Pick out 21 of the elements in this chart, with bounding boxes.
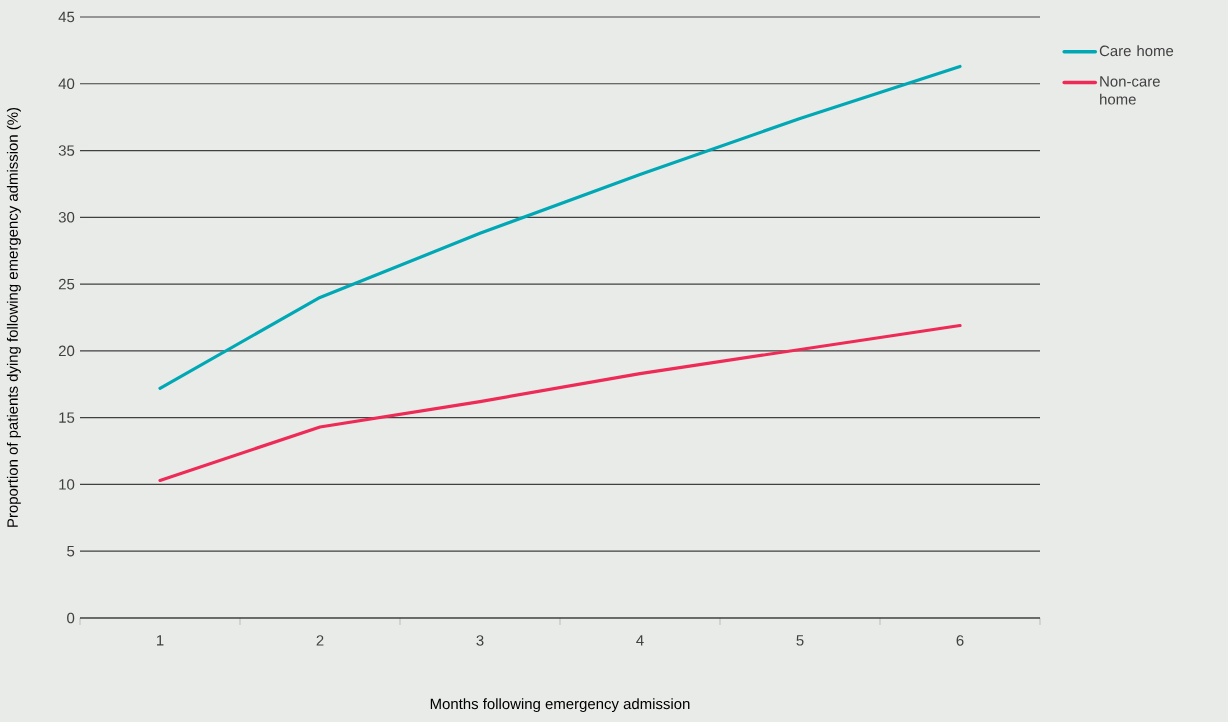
y-tick-label: 10	[59, 479, 75, 490]
y-tick-label: 40	[58, 78, 75, 90]
line-series	[158, 64, 962, 390]
x-tick-label: 5	[796, 635, 804, 646]
x-axis-title: Months following emergency admission	[430, 698, 690, 713]
x-tick-label: 1	[156, 635, 164, 646]
x-tick-label: 6	[956, 635, 964, 646]
x-tick-label: 2	[316, 635, 324, 646]
y-tick-label: 25	[58, 278, 75, 290]
x-tick-label: 4	[636, 635, 644, 646]
y-tick-label: 45	[58, 11, 75, 23]
y-tick-label: 20	[58, 345, 75, 357]
x-tick-label: 3	[476, 635, 484, 646]
y-tick-label: 30	[58, 212, 75, 223]
y-tick-label: 0	[67, 612, 75, 624]
legend-label: Care home	[1099, 45, 1174, 57]
y-tick-label: 35	[58, 145, 75, 156]
legend-label: Non-care home	[1100, 76, 1160, 105]
y-tick-label: 5	[67, 545, 75, 557]
y-tick-label: 15	[59, 412, 75, 423]
y-axis-title: Proportion of patients dying following emergency admission (%)	[6, 107, 21, 527]
